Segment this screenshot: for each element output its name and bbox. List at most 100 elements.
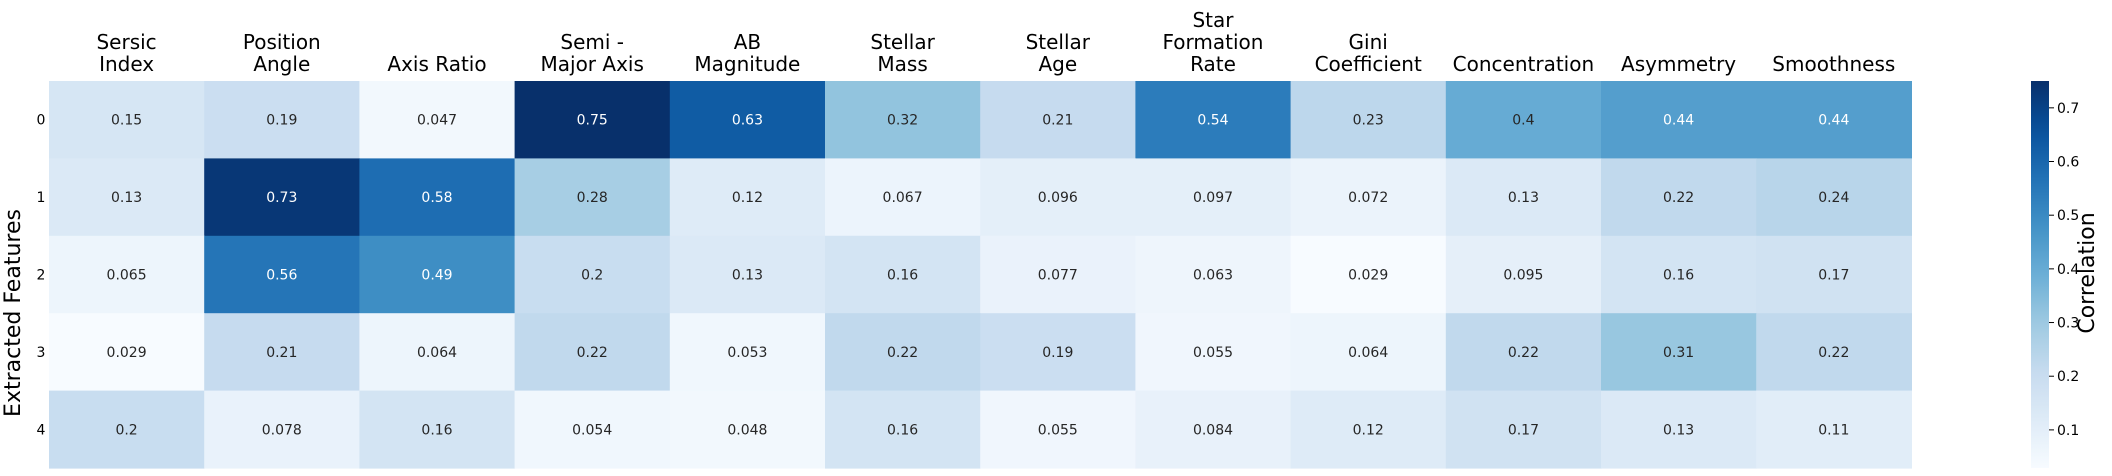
- heatmap-cell: [825, 313, 981, 392]
- column-header: Axis Ratio: [387, 52, 486, 76]
- heatmap-cell: [514, 390, 671, 469]
- cell-value-label: 0.029: [107, 345, 147, 361]
- heatmap-cell: [825, 235, 981, 314]
- cell-value-label: 0.2: [115, 422, 137, 438]
- cell-value-label: 0.13: [732, 268, 763, 284]
- cell-value-label: 0.28: [577, 190, 608, 206]
- colorbar-tick-label: 0.6: [2057, 155, 2079, 171]
- column-header: Stellar: [1026, 30, 1091, 54]
- cell-value-label: 0.73: [266, 190, 297, 206]
- colorbar-tick-label: 0.4: [2057, 262, 2079, 278]
- column-header: Concentration: [1453, 52, 1594, 76]
- heatmap-cell: [1445, 158, 1602, 237]
- y-axis-label: Extracted Features: [1, 209, 26, 417]
- cell-value-label: 0.19: [266, 113, 297, 129]
- cell-value-label: 0.49: [421, 268, 452, 284]
- cell-value-label: 0.063: [1193, 268, 1233, 284]
- heatmap-cell: [204, 235, 360, 314]
- heatmap-cell: [1601, 313, 1757, 392]
- heatmap-cell: [1135, 390, 1292, 469]
- cell-value-label: 0.16: [421, 422, 452, 438]
- cell-value-label: 0.097: [1193, 190, 1233, 206]
- heatmap-cell: [514, 235, 671, 314]
- column-header: Smoothness: [1772, 52, 1895, 76]
- column-header: Asymmetry: [1621, 52, 1736, 76]
- cell-value-label: 0.22: [1663, 190, 1694, 206]
- column-header: Major Axis: [541, 52, 644, 76]
- cell-value-label: 0.047: [417, 113, 457, 129]
- heatmap-cell: [1135, 158, 1292, 237]
- heatmap-cell: [359, 313, 516, 392]
- cell-value-label: 0.75: [577, 113, 608, 129]
- cell-value-label: 0.15: [111, 113, 142, 129]
- cell-value-label: 0.12: [1353, 422, 1384, 438]
- cell-value-label: 0.2: [581, 268, 603, 284]
- heatmap-cell: [1290, 235, 1447, 314]
- row-tick-label: 1: [37, 190, 46, 206]
- row-tick-label: 0: [37, 113, 46, 129]
- cell-value-label: 0.053: [727, 345, 767, 361]
- heatmap-cell: [49, 313, 205, 392]
- cell-value-label: 0.067: [883, 190, 923, 206]
- cell-value-label: 0.065: [107, 268, 147, 284]
- colorbar-tick-label: 0.3: [2057, 316, 2079, 332]
- heatmap-cell: [1290, 390, 1447, 469]
- cell-value-label: 0.58: [421, 190, 452, 206]
- heatmap-cell: [204, 313, 360, 392]
- cell-value-label: 0.048: [727, 422, 767, 438]
- heatmap-cell: [359, 158, 516, 237]
- cell-value-label: 0.16: [887, 268, 918, 284]
- heatmap-cell: [980, 235, 1136, 314]
- cell-value-label: 0.16: [887, 422, 918, 438]
- cell-value-label: 0.22: [1818, 345, 1849, 361]
- heatmap-cell: [204, 81, 360, 159]
- cell-value-label: 0.21: [1042, 113, 1073, 129]
- heatmap-cell: [980, 81, 1136, 159]
- heatmap-cell: [980, 390, 1136, 469]
- heatmap-cell: [514, 313, 671, 392]
- heatmap-cell: [49, 158, 205, 237]
- row-tick-label: 3: [37, 345, 46, 361]
- column-header: Stellar: [870, 30, 935, 54]
- cell-value-label: 0.22: [887, 345, 918, 361]
- heatmap-cell: [359, 81, 516, 159]
- cell-value-label: 0.072: [1348, 190, 1388, 206]
- heatmap-cell: [980, 158, 1136, 237]
- cell-value-label: 0.16: [1663, 268, 1694, 284]
- cell-value-label: 0.4: [1512, 113, 1534, 129]
- colorbar-tick-label: 0.7: [2057, 101, 2079, 117]
- column-header: Age: [1038, 52, 1077, 76]
- row-labels: 0 1 2 3 4: [37, 113, 46, 439]
- heatmap-cells: 0.15 0.19 0.047 0.75 0.63 0.32 0.21 0.54 0.23 0.4…: [49, 81, 1912, 469]
- heatmap-cell: [204, 158, 360, 237]
- heatmap-cell: [1756, 235, 1912, 314]
- cell-value-label: 0.055: [1038, 422, 1078, 438]
- heatmap-cell: [1601, 81, 1757, 159]
- colorbar-tick-label: 0.1: [2057, 423, 2079, 439]
- cell-value-label: 0.31: [1663, 345, 1694, 361]
- row-tick-label: 2: [37, 268, 46, 284]
- heatmap-cell: [669, 235, 826, 314]
- column-header: AB: [734, 30, 761, 54]
- cell-value-label: 0.13: [1508, 190, 1539, 206]
- heatmap-cell: [1601, 390, 1757, 469]
- cell-value-label: 0.22: [1508, 345, 1539, 361]
- heatmap-cell: [669, 81, 826, 159]
- heatmap-cell: [669, 390, 826, 469]
- cell-value-label: 0.13: [111, 190, 142, 206]
- cell-value-label: 0.12: [732, 190, 763, 206]
- cell-value-label: 0.078: [262, 422, 302, 438]
- heatmap-cell: [1445, 81, 1602, 159]
- colorbar-label: Correlation: [2075, 212, 2100, 333]
- column-header: Sersic: [96, 30, 156, 54]
- heatmap-cell: [204, 390, 360, 469]
- cell-value-label: 0.23: [1353, 113, 1384, 129]
- row-tick-label: 4: [37, 422, 46, 438]
- colorbar-tick-label: 0.5: [2057, 208, 2079, 224]
- cell-value-label: 0.095: [1503, 268, 1543, 284]
- heatmap-cell: [1445, 390, 1602, 469]
- heatmap-cell: [825, 81, 981, 159]
- heatmap-cell: [1601, 235, 1757, 314]
